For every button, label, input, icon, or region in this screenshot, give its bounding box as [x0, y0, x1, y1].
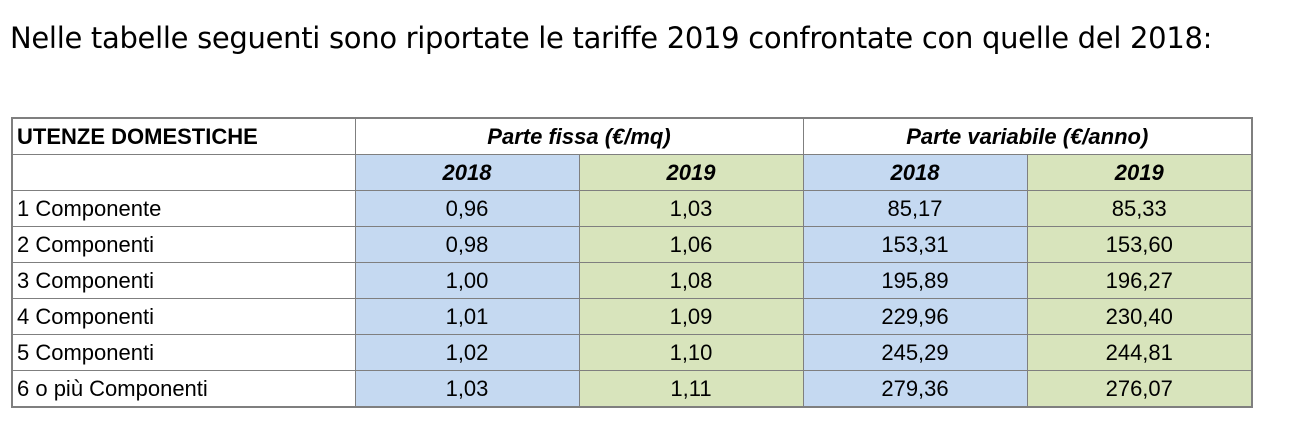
- fixed-2018-value: 1,03: [354, 370, 580, 408]
- variable-2019-value: 244,81: [1026, 334, 1253, 371]
- row-label: 4 Componenti: [11, 298, 356, 335]
- row-label: 3 Componenti: [11, 262, 356, 299]
- fixed-2018-value: 0,96: [354, 190, 580, 227]
- fixed-part-header: Parte fissa (€/mq): [354, 117, 804, 155]
- fixed-2019-value: 1,03: [578, 190, 804, 227]
- row-label: 6 o più Componenti: [11, 370, 356, 408]
- fixed-2019-value: 1,11: [578, 370, 804, 408]
- fixed-2018-value: 0,98: [354, 226, 580, 263]
- fixed-2018-value: 1,00: [354, 262, 580, 299]
- year-header-variable-2019: 2019: [1026, 154, 1253, 191]
- year-header-variable-2018: 2018: [802, 154, 1028, 191]
- variable-2019-value: 276,07: [1026, 370, 1253, 408]
- table-row: 4 Componenti 1,01 1,09 229,96 230,40: [11, 298, 1253, 335]
- table-header-row: UTENZE DOMESTICHE Parte fissa (€/mq) Par…: [11, 117, 1253, 155]
- row-label: 2 Componenti: [11, 226, 356, 263]
- variable-2018-value: 195,89: [802, 262, 1028, 299]
- fixed-2019-value: 1,09: [578, 298, 804, 335]
- table-row: 5 Componenti 1,02 1,10 245,29 244,81: [11, 334, 1253, 371]
- variable-2018-value: 279,36: [802, 370, 1028, 408]
- year-header-row: 2018 2019 2018 2019: [11, 154, 1253, 191]
- fixed-2018-value: 1,02: [354, 334, 580, 371]
- row-label: 5 Componenti: [11, 334, 356, 371]
- row-label: 1 Componente: [11, 190, 356, 227]
- fixed-2019-value: 1,08: [578, 262, 804, 299]
- table-row: 1 Componente 0,96 1,03 85,17 85,33: [11, 190, 1253, 227]
- variable-2018-value: 153,31: [802, 226, 1028, 263]
- table-row: 6 o più Componenti 1,03 1,11 279,36 276,…: [11, 370, 1253, 408]
- year-header-fixed-2018: 2018: [354, 154, 580, 191]
- category-header: UTENZE DOMESTICHE: [11, 117, 356, 155]
- fixed-2018-value: 1,01: [354, 298, 580, 335]
- variable-2018-value: 229,96: [802, 298, 1028, 335]
- fixed-2019-value: 1,10: [578, 334, 804, 371]
- table-row: 3 Componenti 1,00 1,08 195,89 196,27: [11, 262, 1253, 299]
- variable-part-header: Parte variabile (€/anno): [802, 117, 1253, 155]
- variable-2019-value: 85,33: [1026, 190, 1253, 227]
- year-header-fixed-2019: 2019: [578, 154, 804, 191]
- empty-header-cell: [11, 154, 356, 191]
- intro-text: Nelle tabelle seguenti sono riportate le…: [10, 21, 1213, 55]
- variable-2018-value: 85,17: [802, 190, 1028, 227]
- table-row: 2 Componenti 0,98 1,06 153,31 153,60: [11, 226, 1253, 263]
- variable-2018-value: 245,29: [802, 334, 1028, 371]
- variable-2019-value: 196,27: [1026, 262, 1253, 299]
- tariff-table: UTENZE DOMESTICHE Parte fissa (€/mq) Par…: [11, 117, 1253, 408]
- fixed-2019-value: 1,06: [578, 226, 804, 263]
- variable-2019-value: 153,60: [1026, 226, 1253, 263]
- variable-2019-value: 230,40: [1026, 298, 1253, 335]
